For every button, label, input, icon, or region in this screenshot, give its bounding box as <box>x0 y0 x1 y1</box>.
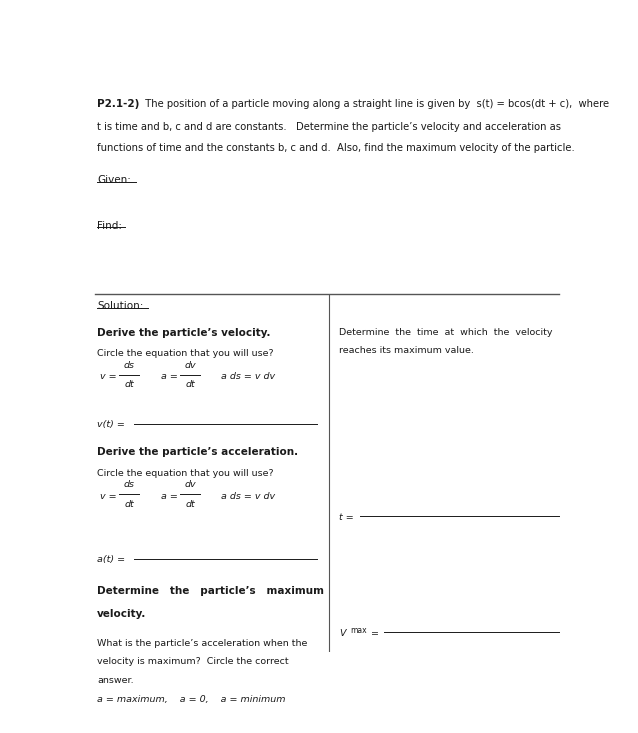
Text: t is time and b, c and d are constants.   Determine the particle’s velocity and : t is time and b, c and d are constants. … <box>97 122 561 132</box>
Text: velocity is maximum?  Circle the correct: velocity is maximum? Circle the correct <box>97 658 288 666</box>
Text: v =: v = <box>100 492 116 501</box>
Text: a =: a = <box>161 372 178 381</box>
Text: dv: dv <box>184 361 196 369</box>
Text: P2.1-2): P2.1-2) <box>97 99 140 109</box>
Text: v =: v = <box>100 372 116 381</box>
Text: dv: dv <box>184 480 196 489</box>
Text: max: max <box>350 626 367 635</box>
Text: a =: a = <box>161 492 178 501</box>
Text: Solution:: Solution: <box>97 301 144 311</box>
Text: a = maximum,    a = 0,    a = minimum: a = maximum, a = 0, a = minimum <box>97 696 286 704</box>
Text: Determine  the  time  at  which  the  velocity: Determine the time at which the velocity <box>339 328 553 337</box>
Text: Circle the equation that you will use?: Circle the equation that you will use? <box>97 469 274 478</box>
Text: functions of time and the constants b, c and d.  Also, find the maximum velocity: functions of time and the constants b, c… <box>97 143 575 153</box>
Text: V: V <box>339 629 346 638</box>
Text: answer.: answer. <box>97 676 134 685</box>
Text: dt: dt <box>124 500 134 509</box>
Text: a ds = v dv: a ds = v dv <box>221 372 275 381</box>
Text: dt: dt <box>185 380 195 389</box>
Text: dt: dt <box>124 380 134 389</box>
Text: Determine   the   particle’s   maximum: Determine the particle’s maximum <box>97 586 324 597</box>
Text: t =: t = <box>339 513 357 522</box>
Text: Derive the particle’s velocity.: Derive the particle’s velocity. <box>97 328 271 338</box>
Text: ds: ds <box>124 480 135 489</box>
Text: Derive the particle’s acceleration.: Derive the particle’s acceleration. <box>97 447 298 457</box>
Text: a ds = v dv: a ds = v dv <box>221 492 275 501</box>
Text: dt: dt <box>185 500 195 509</box>
Text: ds: ds <box>124 361 135 369</box>
Text: Given:: Given: <box>97 175 131 185</box>
Text: The position of a particle moving along a straight line is given by  s(t) = bcos: The position of a particle moving along … <box>139 99 609 109</box>
Text: v(t) =: v(t) = <box>97 421 128 430</box>
Text: reaches its maximum value.: reaches its maximum value. <box>339 347 474 356</box>
Text: What is the particle’s acceleration when the: What is the particle’s acceleration when… <box>97 639 308 648</box>
Text: =: = <box>371 629 380 638</box>
Text: a(t) =: a(t) = <box>97 556 128 564</box>
Text: Find:: Find: <box>97 221 122 231</box>
Text: velocity.: velocity. <box>97 609 147 619</box>
Text: Circle the equation that you will use?: Circle the equation that you will use? <box>97 350 274 358</box>
